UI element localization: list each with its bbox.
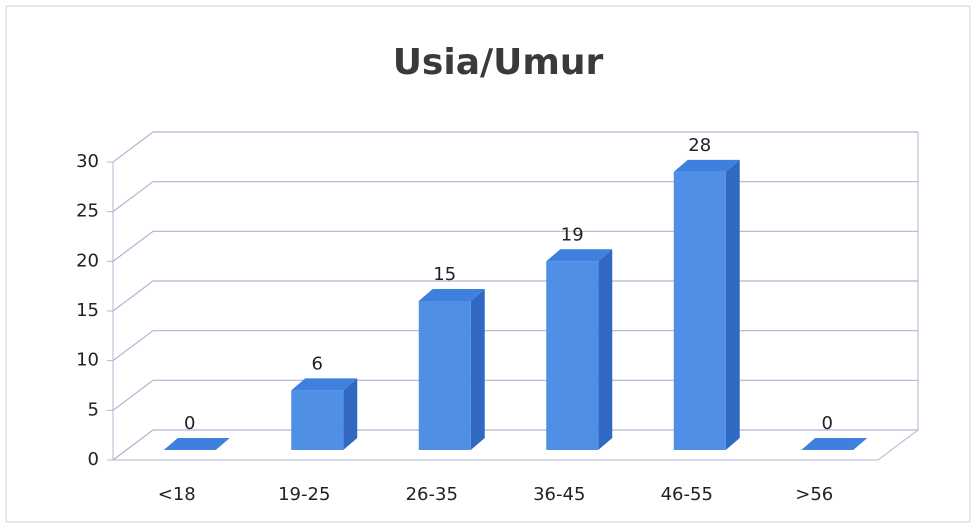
bar (291, 378, 358, 450)
bar-side (598, 249, 613, 450)
bar (546, 249, 613, 450)
y-tick-label: 0 (88, 449, 99, 470)
bar-top (418, 289, 485, 301)
value-label: 6 (312, 353, 323, 374)
grid-line (112, 330, 918, 362)
value-label: 0 (184, 413, 195, 434)
y-tick-label: 5 (88, 399, 99, 420)
value-label: 19 (561, 224, 584, 245)
grid-line (112, 181, 918, 213)
x-tick-label: <18 (158, 484, 196, 505)
value-label: 0 (822, 413, 833, 434)
value-label: 15 (433, 264, 456, 285)
chart-border (5, 5, 971, 523)
x-tick-label: 19-25 (278, 484, 330, 505)
y-tick-label: 15 (76, 300, 99, 321)
bar-side (343, 378, 358, 450)
value-label: 28 (688, 135, 711, 156)
chart-title: Usia/Umur (393, 42, 604, 83)
bar-side (725, 159, 740, 450)
y-tick-label: 20 (76, 250, 99, 271)
bar (801, 438, 868, 450)
bar-front (291, 390, 344, 450)
bar-side (470, 289, 485, 450)
bar-top (546, 249, 613, 262)
x-tick-label: >56 (795, 484, 833, 505)
grid-line (112, 230, 918, 262)
bar-front (546, 261, 599, 450)
x-tick-label: 26-35 (406, 484, 458, 505)
grid-line (112, 131, 918, 163)
bar-top (801, 438, 868, 450)
grid-line (112, 379, 918, 411)
y-tick-label: 10 (76, 350, 99, 371)
bar-top (673, 159, 740, 172)
y-tick-label: 30 (76, 151, 99, 172)
x-tick-label: 46-55 (661, 484, 713, 505)
grid-line (112, 280, 918, 312)
bar-top (163, 438, 230, 450)
x-tick-label: 36-45 (533, 484, 585, 505)
grid-line (112, 429, 918, 461)
bar-top (291, 378, 358, 391)
bar (163, 438, 230, 450)
bar-front (673, 171, 726, 450)
y-tick-label: 25 (76, 201, 99, 222)
bar (418, 289, 485, 450)
bar-front (418, 301, 471, 450)
bar (673, 159, 740, 450)
